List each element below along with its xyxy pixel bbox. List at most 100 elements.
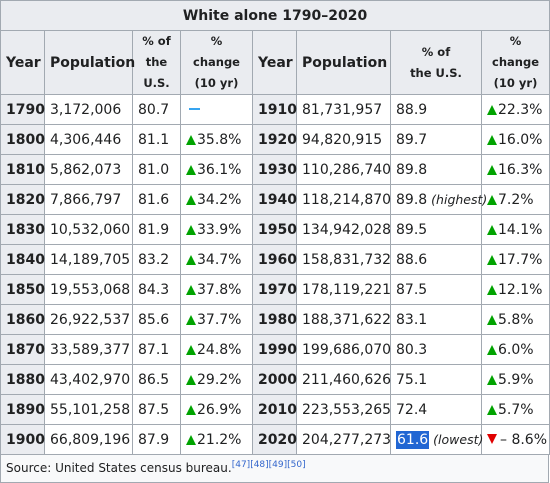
percent-cell: 89.8 (highest)	[390, 184, 487, 215]
year-cell: 1860	[0, 304, 45, 335]
increase-arrow-icon	[487, 344, 497, 355]
reference-link[interactable]: [48]	[250, 460, 269, 470]
change-value: 34.2%	[197, 191, 242, 208]
percent-value: 88.6	[396, 251, 428, 268]
population-cell: 3,172,006	[44, 94, 133, 125]
percent-cell: 81.9	[132, 214, 181, 245]
table-row: 1890 55,101,258 87.5 26.9% 2010 223,553,265 72…	[0, 394, 550, 425]
increase-arrow-icon	[186, 224, 196, 235]
change-cell: 22.3%	[480, 94, 550, 125]
table-body: 1790 3,172,006 80.7 1910 81,731,957 88.9 22.3%…	[0, 94, 550, 455]
change-cell: 12.1%	[480, 274, 550, 305]
header-change-line1: % change	[193, 34, 240, 69]
percent-value: 61.6	[396, 430, 430, 449]
percent-cell: 87.9	[132, 424, 181, 455]
percent-value: 89.8	[396, 161, 428, 178]
increase-arrow-icon	[487, 194, 497, 205]
percent-value: 89.7	[396, 131, 428, 148]
population-cell: 178,119,221	[296, 274, 391, 305]
change-cell: 34.2%	[180, 184, 253, 215]
population-cell: 26,922,537	[44, 304, 133, 335]
percent-cell: 88.6	[390, 244, 482, 275]
percent-value: 85.6	[138, 311, 170, 328]
increase-arrow-icon	[487, 224, 497, 235]
year-cell: 1830	[0, 214, 45, 245]
change-value: 7.2%	[498, 191, 534, 208]
percent-value: 75.1	[396, 371, 428, 388]
population-cell: 5,862,073	[44, 154, 133, 185]
percent-value: 83.2	[138, 251, 170, 268]
increase-arrow-icon	[487, 284, 497, 295]
header-population-right: Population	[296, 30, 391, 95]
no-change-dash-icon	[189, 107, 200, 110]
change-cell: 29.2%	[180, 364, 253, 395]
table-row: 1830 10,532,060 81.9 33.9% 1950 134,942,028 89…	[0, 214, 550, 245]
population-cell: 7,866,797	[44, 184, 133, 215]
year-cell: 1920	[252, 124, 297, 155]
year-cell: 1970	[252, 274, 297, 305]
percent-value: 88.9	[396, 101, 428, 118]
header-pct-line2: the U.S.	[410, 65, 462, 80]
change-value: 14.1%	[498, 221, 543, 238]
change-value: 5.9%	[498, 371, 534, 388]
population-cell: 33,589,377	[44, 334, 133, 365]
percent-cell: 89.7	[390, 124, 482, 155]
population-cell: 223,553,265	[296, 394, 391, 425]
percent-cell: 89.5	[390, 214, 482, 245]
table-row: 1810 5,862,073 81.0 36.1% 1930 110,286,740 89.…	[0, 154, 550, 185]
percent-value: 87.1	[138, 341, 170, 358]
percent-note: (highest)	[431, 191, 488, 207]
increase-arrow-icon	[186, 284, 196, 295]
year-cell: 1940	[252, 184, 297, 215]
population-cell: 204,277,273	[296, 424, 391, 455]
reference-link[interactable]: [50]	[287, 460, 306, 470]
percent-cell: 81.1	[132, 124, 181, 155]
percent-cell: 80.3	[390, 334, 482, 365]
year-cell: 1870	[0, 334, 45, 365]
population-cell: 81,731,957	[296, 94, 391, 125]
population-cell: 66,809,196	[44, 424, 133, 455]
table-row: 1900 66,809,196 87.9 21.2% 2020 204,277,273 61…	[0, 424, 550, 455]
change-cell: 34.7%	[180, 244, 253, 275]
table-title: White alone 1790–2020	[0, 0, 550, 31]
percent-cell: 87.5	[390, 274, 482, 305]
reference-link[interactable]: [47]	[231, 460, 251, 470]
source-references: [47][48][49][50]	[232, 460, 306, 470]
percent-value: 81.1	[138, 131, 170, 148]
year-cell: 1900	[0, 424, 45, 455]
change-value: 26.9%	[197, 401, 242, 418]
percent-cell: 81.0	[132, 154, 181, 185]
reference-link[interactable]: [49]	[268, 460, 288, 470]
percent-note: (lowest)	[433, 431, 484, 447]
year-cell: 1810	[0, 154, 45, 185]
percent-value: 81.0	[138, 161, 170, 178]
change-value: 5.8%	[498, 311, 534, 328]
change-cell: 5.9%	[480, 364, 550, 395]
table-row: 1860 26,922,537 85.6 37.7% 1980 188,371,622 83…	[0, 304, 550, 335]
year-cell: 1820	[0, 184, 45, 215]
percent-cell: 89.8	[390, 154, 482, 185]
change-value: 36.1%	[197, 161, 242, 178]
change-value: 16.0%	[498, 131, 543, 148]
change-cell: 6.0%	[480, 334, 550, 365]
change-cell: 16.0%	[480, 124, 550, 155]
percent-cell: 87.5	[132, 394, 181, 425]
header-change-line1: % change	[492, 34, 539, 69]
header-pct-line2: the U.S.	[143, 55, 170, 90]
change-cell	[180, 94, 253, 125]
increase-arrow-icon	[186, 134, 196, 145]
increase-arrow-icon	[186, 404, 196, 415]
population-cell: 43,402,970	[44, 364, 133, 395]
title-row: White alone 1790–2020	[0, 0, 550, 31]
year-cell: 1910	[252, 94, 297, 125]
percent-value: 84.3	[138, 281, 170, 298]
change-cell: 37.8%	[180, 274, 253, 305]
percent-value: 83.1	[396, 311, 428, 328]
change-value: 24.8%	[197, 341, 242, 358]
change-value: 33.9%	[197, 221, 242, 238]
percent-cell: 86.5	[132, 364, 181, 395]
increase-arrow-icon	[186, 374, 196, 385]
increase-arrow-icon	[487, 314, 497, 325]
decrease-arrow-icon	[487, 433, 497, 444]
